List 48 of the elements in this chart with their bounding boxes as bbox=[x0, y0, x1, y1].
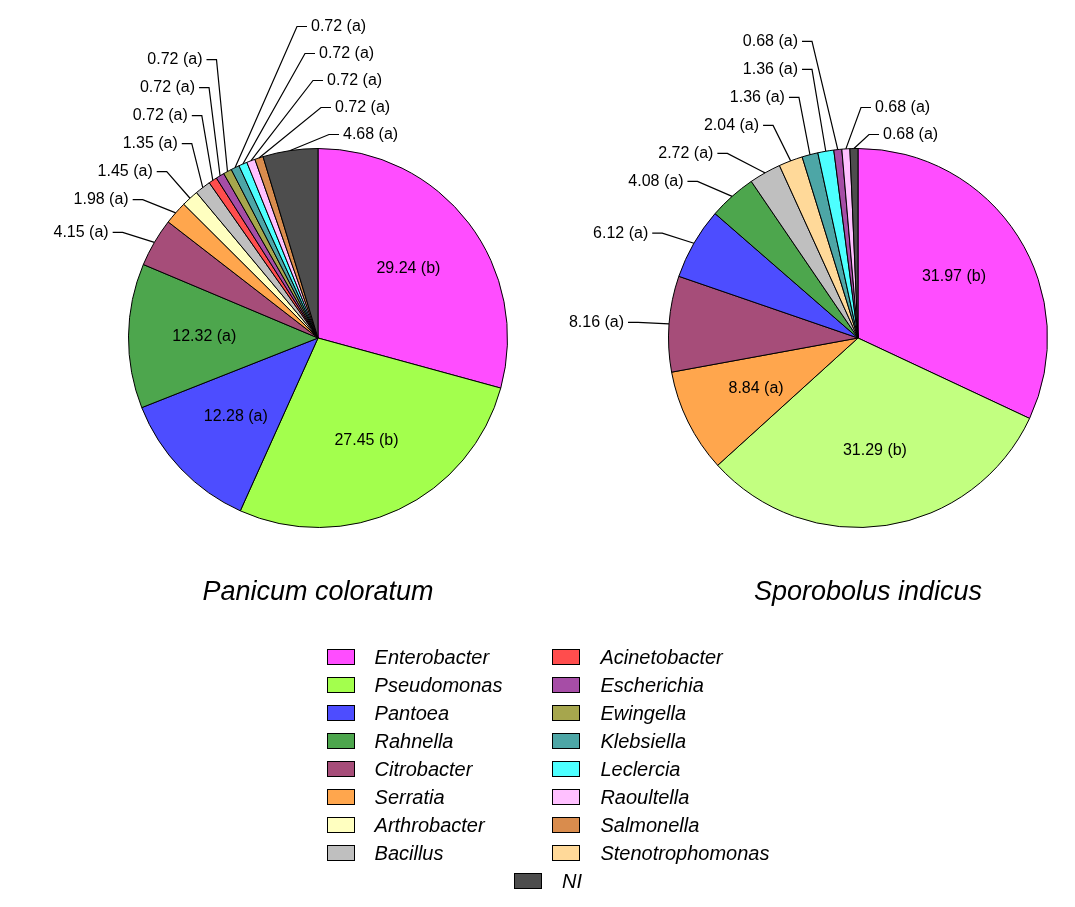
data-label: 29.24 (b) bbox=[376, 259, 441, 277]
data-label: 31.97 (b) bbox=[921, 267, 986, 285]
data-label: 1.45 (a) bbox=[97, 162, 153, 180]
data-label: 0.68 (a) bbox=[875, 97, 931, 115]
data-label: 12.28 (a) bbox=[203, 406, 268, 424]
text: Sporobolus indicus bbox=[752, 576, 984, 607]
legend-label: Pantoea bbox=[374, 701, 450, 725]
data-label: 1.36 (a) bbox=[729, 87, 785, 105]
legend-label: Raoultella bbox=[600, 785, 690, 809]
data-label: 2.04 (a) bbox=[703, 115, 760, 133]
data-label: 0.68 (a) bbox=[742, 31, 798, 49]
data-label: 4.15 (a) bbox=[53, 222, 109, 240]
data-label: 27.45 (b) bbox=[334, 431, 399, 449]
data-label: 0.68 (a) bbox=[883, 124, 939, 142]
data-label: 0.72 (a) bbox=[311, 16, 367, 34]
data-label: 0.72 (a) bbox=[319, 43, 375, 61]
legend-label: Citrobacter bbox=[374, 757, 473, 781]
legend-label: Klebsiella bbox=[600, 729, 687, 753]
data-label: 0.72 (a) bbox=[147, 50, 203, 68]
data-label: 8.16 (a) bbox=[568, 312, 625, 330]
legend-label: Acinetobacter bbox=[600, 645, 723, 669]
legend-label: Stenotrophomonas bbox=[600, 841, 770, 865]
data-label: 31.29 (b) bbox=[842, 440, 907, 458]
legend-label: Ewingella bbox=[600, 701, 687, 725]
legend-label: Escherichia bbox=[600, 673, 704, 697]
legend-label: Rahnella bbox=[374, 729, 454, 753]
data-label: 8.84 (a) bbox=[728, 378, 784, 396]
data-label: 1.36 (a) bbox=[742, 59, 798, 77]
data-label: 2.72 (a) bbox=[658, 143, 714, 161]
data-label: 1.35 (a) bbox=[122, 134, 178, 152]
data-label: 0.72 (a) bbox=[335, 97, 391, 115]
data-label: 0.72 (a) bbox=[327, 70, 383, 88]
data-label: 0.72 (a) bbox=[139, 78, 196, 96]
data-label: 4.08 (a) bbox=[628, 171, 684, 189]
legend-label: Leclercia bbox=[600, 757, 681, 781]
legend-label: NI bbox=[562, 869, 582, 893]
data-label: 1.98 (a) bbox=[73, 190, 129, 208]
data-label: 6.12 (a) bbox=[593, 223, 649, 241]
data-label: 4.68 (a) bbox=[343, 124, 399, 142]
legend-label: Pseudomonas bbox=[374, 673, 503, 697]
data-label: 0.72 (a) bbox=[132, 106, 188, 124]
legend-label: Salmonella bbox=[600, 813, 700, 837]
legend-label: Serratia bbox=[374, 785, 445, 809]
legend-label: Bacillus bbox=[374, 841, 444, 865]
text: Panicum coloratum bbox=[201, 576, 435, 607]
legend-label: Enterobacter bbox=[374, 645, 490, 669]
data-label: 12.32 (a) bbox=[172, 327, 237, 345]
legend-label: Arthrobacter bbox=[374, 813, 485, 837]
